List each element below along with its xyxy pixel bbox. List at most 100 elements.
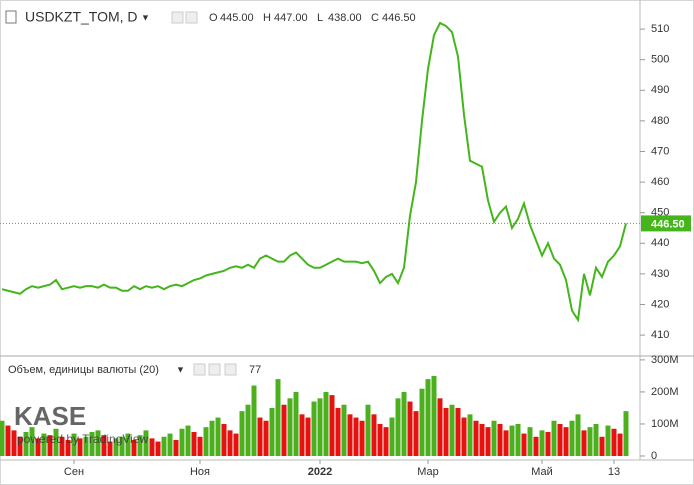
volume-close[interactable] — [224, 363, 237, 376]
volume-bar — [575, 414, 581, 456]
volume-bar — [587, 427, 593, 456]
volume-bar — [221, 423, 227, 456]
volume-bar — [401, 391, 407, 456]
volume-bar — [287, 398, 293, 456]
volume-bar — [617, 433, 623, 456]
last-price-box — [641, 215, 691, 232]
last-price-label: 446.50 — [651, 218, 685, 230]
volume-bar — [269, 407, 275, 456]
symbol-icon — [5, 10, 17, 24]
volume-bar — [449, 404, 455, 456]
volume-bar — [557, 423, 563, 456]
y-tick-label: 440 — [651, 237, 669, 249]
volume-bar — [197, 436, 203, 456]
volume-bar — [167, 433, 173, 456]
volume-bar — [377, 423, 383, 456]
volume-bar — [341, 404, 347, 456]
volume-bar — [203, 427, 209, 456]
volume-bar — [245, 404, 251, 456]
volume-bar — [497, 423, 503, 456]
volume-bar — [107, 441, 113, 456]
y-tick-label: 470 — [651, 145, 669, 157]
volume-bar — [275, 379, 281, 456]
y-tick-label: 490 — [651, 84, 669, 96]
volume-bar — [263, 420, 269, 456]
y-tick-label: 0 — [651, 450, 657, 462]
volume-bar — [395, 398, 401, 456]
y-tick-label: 420 — [651, 298, 669, 310]
volume-bar — [353, 417, 359, 456]
settings-icon[interactable] — [185, 11, 198, 24]
volume-bar — [431, 375, 437, 456]
y-tick-label: 200M — [651, 386, 679, 398]
volume-bar — [185, 425, 191, 456]
volume-bar — [23, 431, 29, 456]
volume-bar — [545, 431, 551, 456]
volume-bar — [389, 417, 395, 456]
volume-bar — [65, 439, 71, 456]
watermark-brand: KASE — [14, 401, 86, 431]
volume-bar — [485, 427, 491, 456]
volume-bar — [17, 436, 23, 456]
volume-bar — [455, 407, 461, 456]
y-tick-label: 300M — [651, 354, 679, 366]
ohlc-value: 447.00 — [274, 12, 308, 24]
volume-bar — [623, 411, 629, 456]
volume-bar — [11, 430, 17, 456]
ohlc-value: 446.50 — [382, 12, 416, 24]
volume-bar — [599, 436, 605, 456]
dropdown[interactable]: ▼ — [141, 12, 150, 22]
volume-bar — [509, 425, 515, 456]
volume-eye[interactable] — [193, 363, 206, 376]
price-line — [1, 21, 627, 323]
volume-bar — [551, 420, 557, 456]
volume-bar — [191, 431, 197, 456]
plot: 410420430440450460470480490500510446.503… — [0, 21, 691, 478]
volume-bar — [41, 433, 47, 456]
volume-bar — [437, 398, 443, 456]
volume-bar — [371, 414, 377, 456]
volume-bar — [209, 420, 215, 456]
x-tick-label: 13 — [608, 466, 620, 478]
y-tick-label: 100M — [651, 418, 679, 430]
volume-bar — [227, 430, 233, 456]
volume-bar — [473, 420, 479, 456]
volume-bar — [605, 425, 611, 456]
volume-bar — [383, 427, 389, 456]
volume-bar — [125, 433, 131, 456]
volume-title: Объем, единицы валюты (20) — [8, 364, 159, 376]
volume-bar — [461, 417, 467, 456]
volume-bar — [413, 411, 419, 456]
volume-bar — [347, 414, 353, 456]
volume-bar — [365, 404, 371, 456]
volume-settings[interactable] — [208, 363, 221, 376]
ohlc-value: 445.00 — [220, 12, 254, 24]
ohlc-key: L — [317, 12, 323, 24]
ohlc: O 445.00 H 447.00 L 438.00 C 446.50 — [209, 12, 416, 24]
ohlc-key: O — [209, 12, 218, 24]
symbol-title: USDKZT_TOM, D — [25, 9, 138, 25]
volume-bar — [149, 438, 155, 456]
volume-bar — [131, 439, 137, 456]
volume-bar — [479, 423, 485, 456]
volume-bar — [119, 436, 125, 456]
volume-bar — [5, 425, 11, 456]
volume-bar — [113, 438, 119, 456]
volume-bar — [443, 407, 449, 456]
x-tick-label: 2022 — [308, 466, 332, 478]
eye-icon[interactable] — [171, 11, 184, 24]
volume-dropdown[interactable]: ▼ — [176, 364, 185, 374]
volume-bar — [467, 414, 473, 456]
volume-bar — [491, 420, 497, 456]
volume-bar — [515, 423, 521, 456]
volume-bar — [161, 436, 167, 456]
y-tick-label: 500 — [651, 54, 669, 66]
volume-bar — [53, 428, 59, 456]
volume-bar — [179, 428, 185, 456]
volume-bar — [239, 411, 245, 456]
x-tick-label: Мар — [417, 466, 439, 478]
volume-bar — [299, 414, 305, 456]
volume-bar — [143, 430, 149, 456]
volume-bar — [419, 388, 425, 456]
